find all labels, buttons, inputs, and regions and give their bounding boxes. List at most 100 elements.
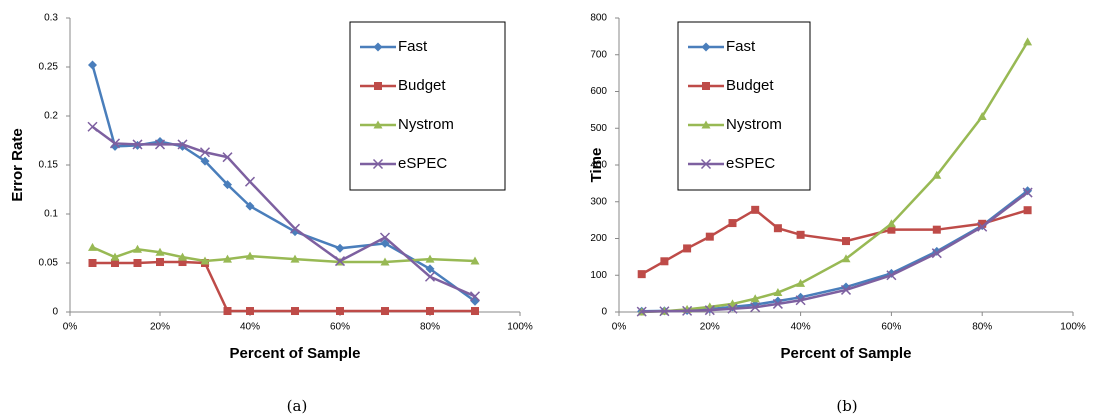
y-tick-label: 0.05 xyxy=(39,258,59,269)
marker xyxy=(886,270,897,281)
y-tick-label: 800 xyxy=(590,13,607,24)
marker xyxy=(977,221,988,232)
marker xyxy=(636,306,647,317)
marker xyxy=(109,138,121,149)
series-line xyxy=(92,260,475,313)
legend-label: Budget xyxy=(726,77,774,94)
marker xyxy=(223,180,232,190)
x-tick-label: 20% xyxy=(700,322,720,333)
x-axis-label: Percent of Sample xyxy=(230,345,361,362)
marker xyxy=(795,295,806,306)
legend-box xyxy=(677,21,811,191)
marker xyxy=(88,259,97,267)
marker xyxy=(154,139,166,150)
y-tick-label: 600 xyxy=(590,86,607,97)
marker xyxy=(704,305,715,316)
marker xyxy=(379,232,391,243)
marker xyxy=(660,257,669,266)
marker xyxy=(977,111,987,120)
marker xyxy=(682,305,693,316)
marker xyxy=(978,219,987,228)
x-tick-label: 40% xyxy=(791,322,811,333)
marker xyxy=(155,247,165,256)
marker xyxy=(932,225,941,234)
marker xyxy=(637,270,646,279)
marker xyxy=(199,147,211,158)
marker xyxy=(727,303,738,314)
marker xyxy=(223,254,232,263)
y-tick-label: 0 xyxy=(52,307,58,318)
marker xyxy=(335,243,345,253)
marker xyxy=(841,254,851,263)
caption: (b) xyxy=(836,397,857,415)
marker xyxy=(932,170,942,179)
x-tick-label: 80% xyxy=(420,322,440,333)
marker xyxy=(373,120,383,129)
marker xyxy=(156,258,164,267)
marker xyxy=(336,307,344,316)
y-axis-label: Error Rate xyxy=(9,128,26,201)
marker xyxy=(842,237,850,246)
marker xyxy=(470,256,480,265)
marker xyxy=(244,176,256,187)
marker xyxy=(178,252,187,261)
marker xyxy=(931,248,942,259)
x-tick-label: 60% xyxy=(881,322,901,333)
marker xyxy=(750,294,760,303)
marker xyxy=(471,307,479,316)
y-tick-label: 0 xyxy=(601,307,607,318)
marker xyxy=(469,291,481,302)
marker xyxy=(425,254,435,263)
marker xyxy=(426,307,434,316)
x-tick-label: 100% xyxy=(1060,322,1086,333)
marker xyxy=(750,302,761,313)
marker xyxy=(245,251,255,260)
legend-label: eSPEC xyxy=(726,155,775,172)
series-line xyxy=(92,246,476,264)
marker xyxy=(372,158,384,170)
marker xyxy=(223,307,232,316)
marker xyxy=(132,139,143,150)
marker xyxy=(702,82,710,90)
y-tick-label: 100 xyxy=(590,270,607,281)
marker xyxy=(751,205,760,214)
legend-label: eSPEC xyxy=(398,155,447,172)
marker xyxy=(178,258,187,267)
marker xyxy=(380,257,390,266)
y-tick-label: 200 xyxy=(590,233,607,244)
marker xyxy=(887,225,896,234)
marker xyxy=(88,242,97,251)
marker xyxy=(796,278,806,287)
marker xyxy=(334,256,346,267)
marker xyxy=(177,139,188,150)
y-tick-label: 700 xyxy=(590,49,607,60)
marker xyxy=(87,121,98,132)
marker xyxy=(88,60,97,70)
marker xyxy=(700,158,712,170)
caption: (a) xyxy=(287,397,308,415)
marker xyxy=(886,219,896,228)
marker xyxy=(290,254,300,263)
legend-label: Fast xyxy=(398,38,428,55)
marker xyxy=(200,156,210,166)
marker xyxy=(373,42,383,52)
legend-label: Nystrom xyxy=(726,116,782,133)
x-tick-label: 0% xyxy=(63,322,78,333)
marker xyxy=(705,232,714,241)
marker xyxy=(380,238,390,248)
marker xyxy=(659,306,670,317)
x-tick-label: 100% xyxy=(507,322,533,333)
marker xyxy=(289,223,301,234)
x-tick-label: 80% xyxy=(972,322,992,333)
y-tick-label: 400 xyxy=(590,160,607,171)
marker xyxy=(133,259,142,267)
marker xyxy=(772,298,783,309)
series-line xyxy=(641,191,1029,313)
x-axis-label: Percent of Sample xyxy=(781,345,912,362)
y-tick-label: 300 xyxy=(590,196,607,207)
marker xyxy=(245,201,255,211)
x-tick-label: 20% xyxy=(150,322,170,333)
x-tick-label: 40% xyxy=(240,322,260,333)
marker xyxy=(246,307,254,316)
